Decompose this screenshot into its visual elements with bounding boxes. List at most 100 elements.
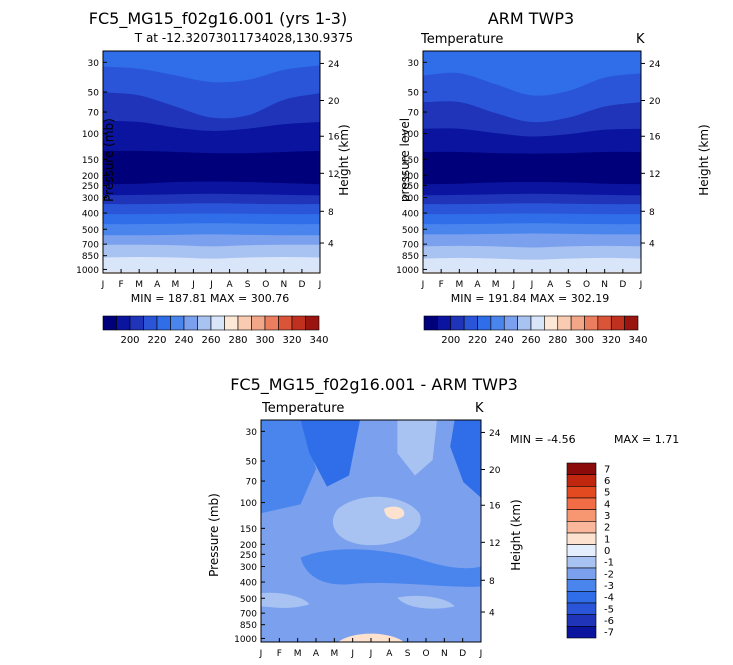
height-tick-label: 16: [328, 133, 340, 143]
colorbar-swatch: [291, 315, 306, 331]
pressure-tick-label: 50: [88, 89, 100, 99]
colorbar-label: -2: [604, 569, 614, 580]
colorbar-swatch: [183, 315, 198, 331]
month-tick-label: J: [259, 649, 263, 659]
colorbar-label: -4: [604, 593, 614, 604]
colorbar-label: 280: [228, 335, 247, 346]
colorbar-label: -7: [604, 628, 614, 639]
pressure-tick-label: 30: [408, 59, 420, 69]
pressure-tick-label: 250: [240, 551, 257, 561]
month-tick-label: M: [135, 280, 143, 290]
colorbar-label: -5: [604, 604, 614, 615]
panel-diff-contours: [261, 420, 481, 642]
month-tick-label: J: [209, 280, 213, 290]
colorbar-label: 280: [548, 335, 567, 346]
colorbar-label: 260: [521, 335, 540, 346]
month-tick-label: F: [118, 280, 123, 290]
colorbar-swatch: [264, 315, 279, 331]
height-tick-label: 20: [489, 466, 501, 476]
month-tick-label: J: [369, 649, 373, 659]
pressure-tick-label: 850: [240, 621, 257, 631]
colorbar-swatch: [624, 315, 639, 331]
month-tick-label: F: [439, 280, 444, 290]
month-tick-label: S: [245, 280, 251, 290]
contour-region: [300, 549, 481, 587]
panel-arm-right-string: K: [636, 32, 645, 47]
colorbar-label: 240: [174, 335, 193, 346]
panel-model-subtitle: T at -12.32073011734028,130.9375: [134, 31, 353, 45]
colorbar-label: 220: [468, 335, 487, 346]
pressure-tick-label: 200: [240, 541, 257, 551]
pressure-tick-label: 70: [246, 478, 258, 488]
pressure-tick-label: 30: [246, 428, 258, 438]
pressure-tick-label: 100: [402, 130, 419, 140]
month-tick-label: J: [530, 280, 534, 290]
pressure-tick-label: 400: [402, 210, 419, 220]
panel-arm-title: ARM TWP3: [488, 9, 574, 28]
month-tick-label: J: [512, 280, 516, 290]
pressure-tick-label: 150: [402, 156, 419, 166]
contour-region: [384, 506, 405, 520]
panel-difference: FC5_MG15_f02g16.001 - ARM TWP3 Temperatu…: [207, 375, 679, 659]
pressure-tick-label: 50: [408, 89, 420, 99]
colorbar-label: -6: [604, 616, 614, 627]
colorbar-label: 200: [441, 335, 460, 346]
panel-model-temperature: FC5_MG15_f02g16.001 (yrs 1-3) T at -12.3…: [76, 9, 353, 346]
contour-region: [397, 595, 455, 609]
pressure-tick-label: 30: [88, 59, 100, 69]
colorbar-swatch: [566, 462, 597, 475]
pressure-tick-label: 100: [240, 499, 257, 509]
pressure-tick-label: 850: [82, 252, 99, 262]
pressure-tick-label: 500: [402, 226, 419, 236]
colorbar-swatch: [597, 315, 612, 331]
panel-arm-colorbar: 200 220 240 260 280 300 320 340: [423, 315, 648, 346]
height-tick-label: 20: [649, 97, 661, 107]
month-tick-label: M: [294, 649, 302, 659]
pressure-tick-label: 500: [82, 226, 99, 236]
colorbar-label: 5: [604, 488, 610, 499]
colorbar-swatch: [544, 315, 559, 331]
colorbar-swatch: [423, 315, 438, 331]
colorbar-swatch: [566, 532, 597, 545]
colorbar-swatch: [463, 315, 478, 331]
colorbar-swatch: [116, 315, 131, 331]
pressure-tick-label: 300: [240, 563, 257, 573]
panel-diff-ylabel: Pressure (mb): [207, 493, 221, 577]
month-tick-label: M: [171, 280, 179, 290]
colorbar-label: 300: [255, 335, 274, 346]
month-tick-label: N: [280, 280, 287, 290]
height-tick-label: 4: [649, 240, 655, 250]
panel-model-colorbar: 200 220 240 260 280 300 320 340: [102, 315, 329, 346]
month-tick-label: O: [583, 280, 590, 290]
panel-diff-stats-max: MAX = 1.71: [614, 433, 679, 446]
month-tick-label: M: [455, 280, 463, 290]
month-tick-label: A: [313, 649, 320, 659]
colorbar-swatch: [450, 315, 465, 331]
colorbar-swatch: [156, 315, 171, 331]
pressure-tick-label: 200: [402, 172, 419, 182]
colorbar-swatch: [278, 315, 293, 331]
pressure-tick-label: 300: [82, 194, 99, 204]
month-tick-label: D: [619, 280, 626, 290]
colorbar-label: 260: [201, 335, 220, 346]
colorbar-swatch: [570, 315, 585, 331]
colorbar-label: 320: [602, 335, 621, 346]
colorbar-label: 1: [604, 534, 610, 545]
panel-model-contours: [103, 51, 320, 274]
pressure-tick-label: 850: [402, 252, 419, 262]
pressure-tick-label: 1000: [234, 635, 257, 645]
month-tick-label: F: [277, 649, 282, 659]
height-tick-label: 12: [489, 539, 500, 549]
colorbar-swatch: [566, 602, 597, 615]
colorbar-label: 3: [604, 511, 610, 522]
colorbar-swatch: [210, 315, 225, 331]
colorbar-label: 300: [575, 335, 594, 346]
pressure-tick-label: 200: [82, 172, 99, 182]
pressure-tick-label: 70: [88, 109, 100, 119]
colorbar-label: 6: [604, 476, 610, 487]
pressure-tick-label: 250: [82, 182, 99, 192]
colorbar-label: 200: [120, 335, 139, 346]
pressure-tick-label: 400: [82, 210, 99, 220]
colorbar-swatch: [566, 486, 597, 499]
